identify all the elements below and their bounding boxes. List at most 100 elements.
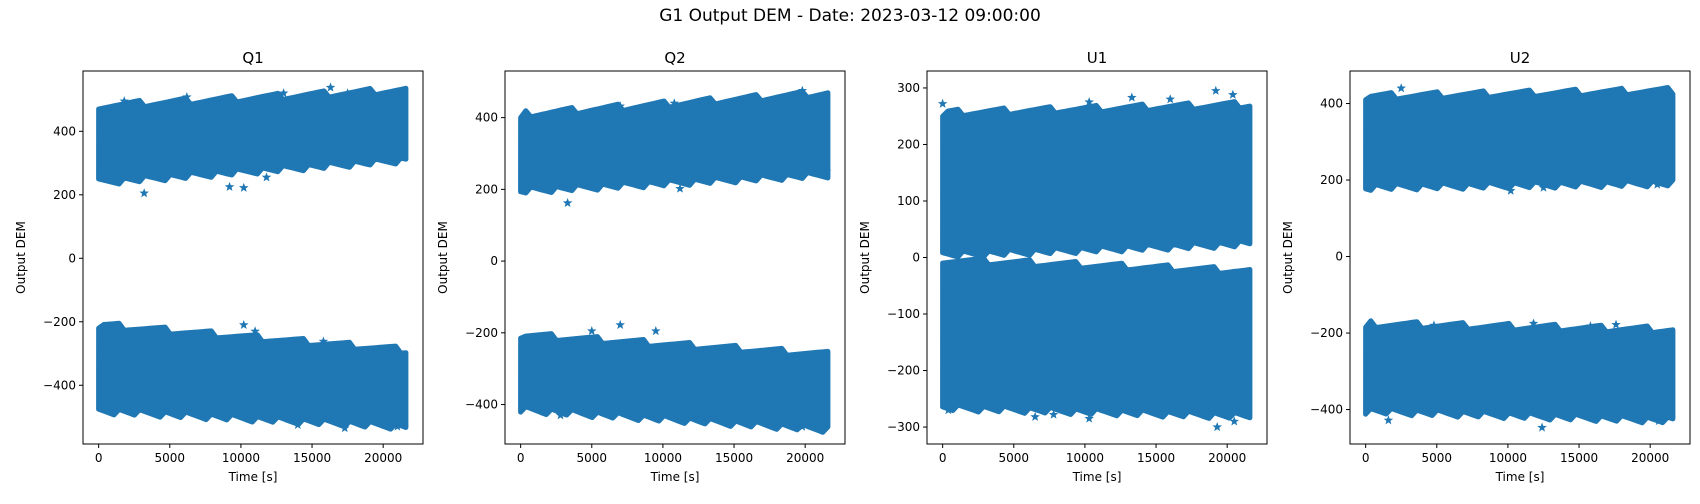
y-axis-label: Output DEM [858, 221, 872, 294]
y-tick-label: −300 [887, 420, 920, 434]
scatter-band [940, 99, 1253, 260]
y-tick-label: 0 [490, 254, 498, 268]
scatter-point [1383, 415, 1394, 425]
x-tick-label: 10000 [222, 451, 260, 465]
x-tick-label: 0 [939, 451, 947, 465]
scatter-point [342, 88, 353, 98]
scatter-point [1528, 318, 1539, 328]
scatter-point [1506, 185, 1516, 195]
scatter-point [1084, 413, 1094, 423]
scatter-point [562, 197, 573, 208]
scatter-point [797, 85, 808, 95]
y-tick-label: 300 [897, 81, 920, 95]
y-tick-label: −400 [1310, 403, 1343, 417]
y-tick-label: 200 [1320, 173, 1343, 187]
scatter-point [555, 410, 566, 420]
scatter-point [1229, 416, 1240, 426]
x-tick-label: 20000 [786, 451, 824, 465]
scatter-point [1538, 182, 1549, 192]
subplot-q1: 0 5000 10000 15000 20000 −400 −200 0 200 400 Q1 Tim… [14, 49, 424, 484]
subplot-title: U1 [1087, 49, 1108, 67]
scatter-point [139, 188, 149, 198]
scatter-point [119, 96, 130, 106]
scatter-band [96, 320, 409, 432]
scatter-point [325, 82, 336, 92]
scatter-band [96, 85, 409, 187]
scatter-point [587, 326, 597, 336]
scatter-markers [1363, 83, 1676, 432]
y-tick-label: 200 [475, 182, 498, 196]
x-tick-label: 15000 [1137, 451, 1175, 465]
scatter-point [1211, 85, 1221, 95]
subplot-u1: 0 5000 10000 15000 20000 −300 −200 −100 0 100 200 3… [858, 49, 1268, 484]
y-tick-label: 400 [475, 111, 498, 125]
scatter-point [707, 170, 718, 180]
y-tick-label: −200 [887, 364, 920, 378]
y-tick-label: 0 [1335, 250, 1343, 264]
y-tick-label: −400 [43, 378, 76, 392]
y-axis-label: Output DEM [1281, 221, 1295, 294]
scatter-point [651, 326, 661, 336]
scatter-point [669, 98, 680, 108]
y-tick-label: −100 [887, 307, 920, 321]
scatter-point [250, 326, 260, 336]
figure-title: G1 Output DEM - Date: 2023-03-12 09:00:0… [659, 6, 1041, 26]
scatter-point [1653, 416, 1664, 426]
x-axis-label: Time [s] [1072, 470, 1122, 484]
y-tick-label: −200 [1310, 326, 1343, 340]
scatter-point [1048, 409, 1059, 419]
y-tick-label: 200 [53, 188, 76, 202]
scatter-point [278, 88, 289, 98]
scatter-point [1212, 422, 1222, 432]
scatter-point [1537, 422, 1547, 432]
y-axis-label: Output DEM [436, 221, 450, 294]
scatter-point [615, 319, 625, 329]
x-tick-label: 5000 [577, 451, 608, 465]
x-tick-label: 5000 [1422, 451, 1453, 465]
x-tick-label: 15000 [715, 451, 753, 465]
scatter-point [1611, 319, 1621, 329]
axes-frame [1349, 70, 1691, 445]
x-axis-label: Time [s] [650, 470, 700, 484]
x-tick-label: 0 [95, 451, 103, 465]
y-tick-label: 0 [912, 251, 920, 265]
scatter-band [518, 88, 831, 196]
x-axis-label: Time [s] [1495, 470, 1545, 484]
x-tick-label: 0 [517, 451, 525, 465]
x-tick-label: 20000 [1631, 451, 1669, 465]
y-tick-label: −200 [43, 315, 76, 329]
subplot-q2: 0 5000 10000 15000 20000 −400 −200 0 200 400 Q2 Tim… [436, 49, 846, 484]
scatter-point [293, 419, 303, 429]
scatter-point [1030, 411, 1040, 421]
scatter-point [340, 423, 350, 433]
x-axis-label: Time [s] [228, 470, 278, 484]
scatter-point [1429, 320, 1439, 330]
y-tick-label: −400 [465, 398, 498, 412]
x-tick-label: 10000 [1066, 451, 1104, 465]
x-tick-label: 5000 [999, 451, 1030, 465]
x-tick-label: 0 [1362, 451, 1370, 465]
axes-frame [504, 70, 846, 445]
scatter-point [392, 421, 403, 431]
scatter-point [318, 336, 329, 346]
subplot-u2: 0 5000 10000 15000 20000 −400 −200 0 200 400 U2 Tim… [1281, 49, 1691, 484]
scatter-point [937, 98, 948, 108]
y-tick-label: 200 [897, 137, 920, 151]
scatter-markers [518, 85, 832, 435]
scatter-markers [937, 85, 1253, 432]
scatter-point [675, 183, 685, 193]
scatter-point [821, 166, 832, 176]
x-tick-label: 15000 [1560, 451, 1598, 465]
subplot-title: U2 [1510, 49, 1531, 67]
axes-frame [82, 70, 424, 445]
scatter-point [615, 101, 625, 111]
y-tick-label: −200 [465, 326, 498, 340]
scatter-point [224, 181, 235, 191]
scatter-point [239, 319, 249, 329]
scatter-point [1585, 321, 1596, 331]
y-tick-label: 400 [53, 124, 76, 138]
x-tick-label: 20000 [364, 451, 402, 465]
x-tick-label: 5000 [155, 451, 186, 465]
x-tick-label: 20000 [1208, 451, 1246, 465]
